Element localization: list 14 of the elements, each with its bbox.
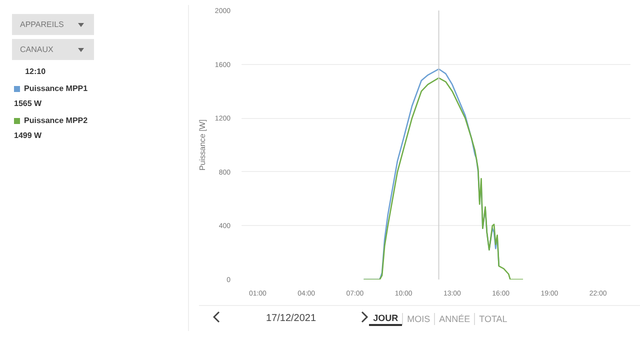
text: 12:10	[24, 66, 47, 78]
text: ANNÉE	[434, 312, 474, 326]
text: APPAREILS	[12, 14, 94, 35]
text: TOTAL	[474, 312, 516, 326]
legend-label: Puissance MPP1	[23, 83, 89, 95]
text: JOUR	[369, 312, 402, 326]
text: MOIS	[402, 312, 434, 326]
text: 1499 W	[14, 130, 42, 142]
y-axis-title: Puissance [W]	[198, 119, 207, 171]
text: 1565 W	[14, 98, 42, 110]
line-series	[363, 77, 524, 280]
legend-label: Puissance MPP2	[23, 115, 89, 127]
text: 17/12/2021	[266, 312, 316, 326]
text: CANAUX	[12, 39, 94, 60]
